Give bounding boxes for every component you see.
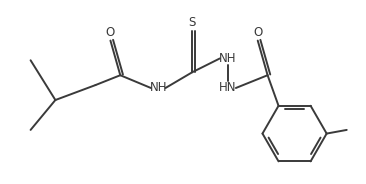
Text: NH: NH	[219, 52, 236, 65]
Text: O: O	[106, 26, 115, 39]
Text: NH: NH	[149, 82, 167, 95]
Text: S: S	[188, 16, 196, 29]
Text: O: O	[253, 26, 262, 39]
Text: HN: HN	[219, 82, 236, 95]
